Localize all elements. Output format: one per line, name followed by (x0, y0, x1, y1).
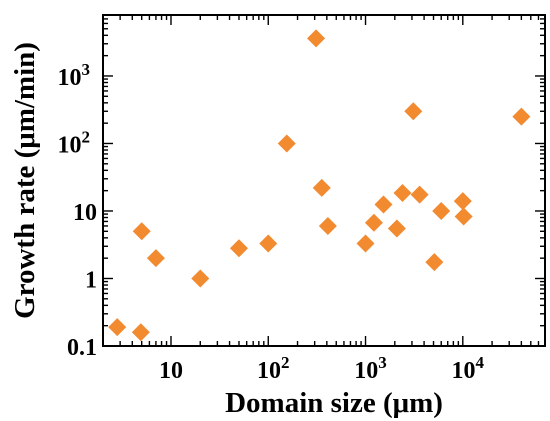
y-tick-label: 1 (85, 267, 97, 293)
y-tick-labels: 0.1 1 10 102 103 (58, 60, 98, 361)
data-point (312, 178, 331, 197)
x-axis-label: Domain size (μm) (225, 387, 443, 419)
data-point (146, 249, 165, 268)
y-tick-label: 10 (73, 200, 97, 226)
data-point (131, 323, 150, 342)
data-point (229, 239, 248, 258)
data-point (432, 201, 451, 220)
data-point (356, 234, 375, 253)
x-tick-label: 102 (257, 353, 290, 384)
data-point (108, 318, 127, 337)
data-point (277, 134, 296, 153)
data-point (393, 183, 412, 202)
x-tick-label: 104 (452, 353, 485, 384)
data-point (318, 216, 337, 235)
data-point (404, 102, 423, 121)
data-point (374, 195, 393, 214)
y-tick-label: 102 (58, 127, 91, 158)
y-axis-label: Growth rate (μm/min) (9, 42, 41, 319)
data-point (387, 219, 406, 238)
data-point (132, 222, 151, 241)
data-point (191, 269, 210, 288)
y-tick-label: 0.1 (67, 335, 97, 361)
y-tick-label: 103 (58, 60, 91, 91)
data-point (364, 213, 383, 232)
x-tick-label: 10 (159, 358, 183, 384)
data-point (259, 234, 278, 253)
data-points (108, 29, 531, 342)
data-point (512, 107, 531, 126)
x-tick-label: 103 (354, 353, 387, 384)
data-point (425, 253, 444, 272)
x-tick-labels: 10 102 103 104 (159, 353, 485, 384)
data-point (307, 29, 326, 48)
axis-ticks (102, 14, 546, 347)
data-point (410, 185, 429, 204)
data-point (454, 207, 473, 226)
plot-frame (102, 14, 546, 347)
data-point (453, 192, 472, 211)
